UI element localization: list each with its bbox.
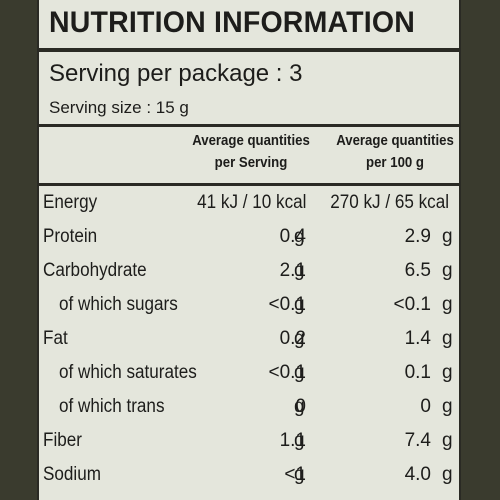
value-per-serving: <0.1 [268, 294, 306, 315]
table-row: of which sugars <0.1 g <0.1 g [39, 294, 459, 328]
value-per-100g: 0 [420, 396, 431, 417]
header-rule [39, 183, 459, 186]
value-per-100g: 0.1 [404, 362, 431, 383]
nutrient-name: of which sugars [59, 294, 178, 315]
value-per-serving: 2.1 [279, 260, 306, 281]
unit-per-serving: g [294, 328, 305, 349]
value-per-100g: 2.9 [404, 226, 431, 247]
unit-per-100g: g [442, 396, 453, 417]
header-per-100g-line1: Average quantities [336, 132, 454, 149]
table-row: Protein 0.4 g 2.9 g [39, 226, 459, 260]
serving-size: Serving size : 15 g [49, 98, 189, 117]
unit-per-100g: g [442, 226, 453, 247]
nutrient-name: of which trans [59, 396, 165, 417]
nutrient-name: Fiber [43, 430, 82, 451]
unit-per-100g: g [442, 260, 453, 281]
title-rule [39, 48, 459, 52]
unit-per-serving: g [294, 294, 305, 315]
header-per-100g-line2: per 100 g [366, 154, 424, 171]
unit-per-serving: g [294, 430, 305, 451]
table-row-energy: Energy 41 kJ / 10 kcal 270 kJ / 65 kcal [39, 192, 459, 226]
value-per-serving: 0.4 [279, 226, 306, 247]
value-per-serving: 0 [295, 396, 306, 417]
value-per-serving: 0.2 [279, 328, 306, 349]
nutrient-name: Energy [43, 192, 98, 213]
value-per-serving: <0.1 [268, 362, 306, 383]
unit-per-100g: g [442, 430, 453, 451]
header-per-serving-line2: per Serving [214, 154, 288, 171]
energy-per-serving: 41 kJ / 10 kcal [196, 192, 306, 213]
nutrition-label: NUTRITION INFORMATION Serving per packag… [37, 0, 461, 500]
unit-per-100g: g [442, 328, 453, 349]
value-per-100g: 1.4 [404, 328, 431, 349]
unit-per-serving: g [294, 362, 305, 383]
table-row: of which saturates <0.1 g 0.1 g [39, 362, 459, 396]
value-per-100g: 6.5 [404, 260, 431, 281]
value-per-serving: 1.1 [279, 430, 306, 451]
table-row: Carbohydrate 2.1 g 6.5 g [39, 260, 459, 294]
header-per-serving-line1: Average quantities [192, 132, 310, 149]
value-per-100g: 4.0 [404, 464, 431, 485]
nutrient-name: Fat [43, 328, 68, 349]
label-title: NUTRITION INFORMATION [49, 6, 416, 39]
unit-per-100g: g [442, 464, 453, 485]
unit-per-serving: g [294, 260, 305, 281]
value-per-100g: <0.1 [393, 294, 431, 315]
unit-per-100g: g [442, 294, 453, 315]
header-per-100g: Average quantities per 100 g [333, 130, 456, 174]
value-per-100g: 7.4 [404, 430, 431, 451]
table-row: Sodium <1 g 4.0 g [39, 464, 459, 498]
energy-per-100g: 270 kJ / 65 kcal [330, 192, 449, 213]
header-per-serving: Average quantities per Serving [189, 130, 312, 174]
unit-per-100g: g [442, 362, 453, 383]
unit-per-serving: g [294, 396, 305, 417]
table-row: of which trans 0 g 0 g [39, 396, 459, 430]
value-per-serving: <1 [284, 464, 306, 485]
serving-per-package: Serving per package : 3 [49, 60, 303, 87]
nutrient-name: Protein [43, 226, 98, 247]
unit-per-serving: g [294, 226, 305, 247]
nutrient-name: of which saturates [59, 362, 197, 383]
nutrient-name: Carbohydrate [43, 260, 147, 281]
nutrient-name: Sodium [43, 464, 101, 485]
table-row: Fiber 1.1 g 7.4 g [39, 430, 459, 464]
table-row: Fat 0.2 g 1.4 g [39, 328, 459, 362]
unit-per-serving: g [294, 464, 305, 485]
serving-rule [39, 124, 459, 127]
